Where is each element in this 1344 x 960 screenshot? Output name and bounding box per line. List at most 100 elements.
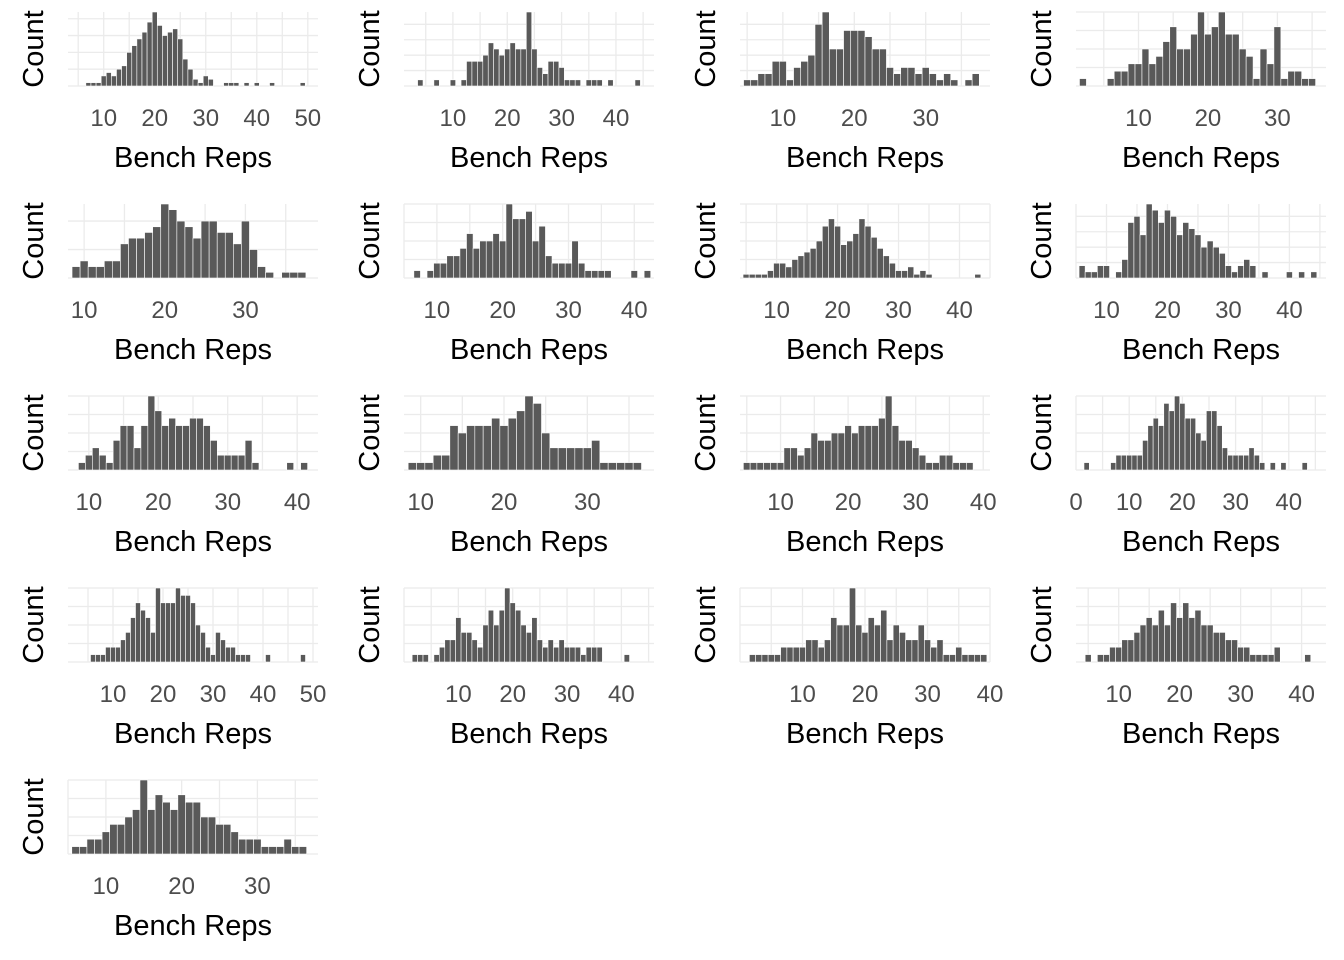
histogram-bar <box>507 417 517 471</box>
x-tick-label: 30 <box>548 105 575 132</box>
histogram-bar <box>623 654 630 663</box>
histogram-bar <box>1106 78 1115 87</box>
y-axis-title: Count <box>18 394 50 471</box>
histogram-bar <box>230 831 239 855</box>
histogram-bar <box>525 11 533 87</box>
histogram-bar <box>109 824 118 855</box>
x-tick-label: 20 <box>1169 489 1196 516</box>
x-tick-label: 40 <box>603 105 630 132</box>
histogram-bar <box>971 73 980 87</box>
histogram-panel: 10 20 30 40 50 Bench Reps Count <box>0 0 336 192</box>
histogram-bar <box>525 632 533 663</box>
histogram-bar <box>1176 617 1184 663</box>
x-axis-title: Bench Reps <box>786 142 944 174</box>
histogram-bar <box>269 82 275 87</box>
histogram-bar <box>1308 78 1316 87</box>
histogram-bar <box>1083 462 1090 471</box>
x-axis-title: Bench Reps <box>114 142 272 174</box>
histogram-bar <box>170 602 176 663</box>
histogram-bar <box>591 79 598 87</box>
histogram-bar <box>245 838 254 855</box>
histogram-bar <box>891 425 900 471</box>
histogram-bar <box>907 266 915 279</box>
histogram-bar <box>1200 624 1208 663</box>
histogram-panel: 10 20 30 40 Bench Reps Count <box>0 384 336 576</box>
histogram-bar <box>139 779 148 855</box>
histogram-bar <box>824 639 831 663</box>
histogram-bar <box>479 240 487 279</box>
histogram-bar <box>449 639 456 663</box>
histogram-panel: 10 20 30 40 Bench Reps Count <box>672 384 1008 576</box>
bars <box>78 395 308 471</box>
histogram-bar <box>1194 234 1202 279</box>
histogram-bar <box>743 79 752 87</box>
histogram-svg: 10 20 30 40 50 Bench Reps Count <box>18 10 321 174</box>
histogram-bar <box>582 447 592 471</box>
histogram-bar <box>162 35 168 87</box>
x-tick-label: 20 <box>168 873 195 900</box>
x-tick-label: 50 <box>294 105 321 132</box>
x-tick-label: 30 <box>885 297 912 324</box>
histogram-bar <box>417 654 424 663</box>
x-tick-label: 10 <box>789 681 816 708</box>
x-tick-label: 40 <box>243 105 270 132</box>
histogram-bar <box>1301 462 1308 471</box>
histogram-bar <box>424 462 434 471</box>
histogram-bar <box>634 79 641 87</box>
histogram-bar <box>1238 48 1247 87</box>
bars <box>417 11 641 87</box>
histogram-bar <box>911 447 920 471</box>
histogram-bar <box>185 801 194 855</box>
histogram-bar <box>836 48 844 87</box>
histogram-bar <box>1259 48 1268 87</box>
histogram-bar <box>809 248 817 279</box>
bars <box>1078 203 1318 279</box>
histogram-bar <box>1194 609 1202 663</box>
histogram-bar <box>925 274 933 279</box>
histogram-bar <box>505 203 513 279</box>
histogram-bar <box>192 237 202 279</box>
histogram-bar <box>924 639 931 663</box>
x-axis-title: Bench Reps <box>786 526 944 558</box>
histogram-bar <box>472 248 480 279</box>
histogram-bar <box>223 82 230 87</box>
histogram-bar <box>257 266 266 279</box>
histogram-bar <box>1090 271 1098 279</box>
histogram-bar <box>1211 410 1218 471</box>
histogram-bar <box>571 240 579 279</box>
histogram-bar <box>92 447 100 471</box>
histogram-bar <box>516 410 526 471</box>
histogram-bar <box>761 274 768 279</box>
histogram-bar <box>850 30 859 87</box>
histogram-bar <box>569 646 576 663</box>
histogram-bar <box>195 624 201 663</box>
histogram-bar <box>749 462 758 471</box>
histogram-bar <box>446 255 454 279</box>
histogram-bar <box>1183 48 1191 87</box>
histogram-bar <box>783 447 791 471</box>
histogram-bar <box>433 79 440 87</box>
histogram-bar <box>786 646 794 663</box>
histogram-bar <box>492 233 500 279</box>
histogram-bar <box>591 270 599 279</box>
histogram-bar <box>597 270 605 279</box>
histogram-bar <box>94 838 103 855</box>
histogram-bar <box>124 816 133 855</box>
histogram-bar <box>1286 271 1293 279</box>
histogram-bar <box>203 425 211 471</box>
histogram-bar <box>755 654 763 663</box>
histogram-bar <box>553 61 560 87</box>
histogram-bar <box>748 274 756 279</box>
histogram-bar <box>616 462 626 471</box>
histogram-bar <box>86 838 95 855</box>
histogram-bar <box>1225 33 1233 87</box>
histogram-bar <box>1200 440 1207 471</box>
histogram-bar <box>566 447 576 471</box>
histogram-panel: 10 20 30 40 Bench Reps Count <box>672 576 1008 768</box>
histogram-bar <box>71 846 80 855</box>
bars <box>1084 602 1312 663</box>
histogram-bar <box>1261 271 1269 279</box>
histogram-bar <box>1243 259 1251 279</box>
